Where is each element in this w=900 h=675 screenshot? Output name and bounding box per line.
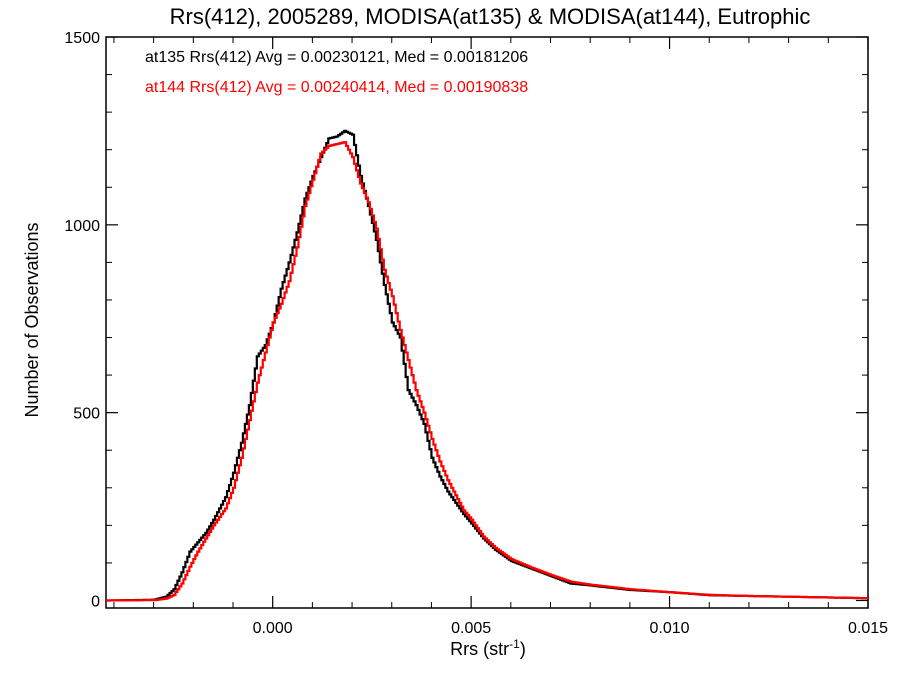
y-axis-ticks: 0 500 1000 1500 [64,30,868,610]
y-tick-label: 1000 [64,218,100,235]
y-tick-label: 500 [73,406,100,423]
series-line-at144 [106,141,870,602]
x-axis-label: Rrs (str-1) [450,637,526,659]
annotation-layer: at135 Rrs(412) Avg = 0.00230121, Med = 0… [145,49,528,96]
annotation-at144-stats: at144 Rrs(412) Avg = 0.00240414, Med = 0… [145,79,528,96]
x-tick-label: 0.015 [848,620,888,637]
y-axis-label: Number of Observations [22,222,42,417]
x-tick-label: 0.000 [253,620,293,637]
annotation-at135-stats: at135 Rrs(412) Avg = 0.00230121, Med = 0… [145,49,528,66]
y-tick-label: 1500 [64,30,100,47]
x-tick-label: 0.010 [650,620,690,637]
plot-border [105,36,869,609]
series-layer [106,129,870,602]
x-axis-ticks: 0.000 0.005 0.010 0.015 [113,37,888,637]
y-tick-label: 0 [91,593,100,610]
chart-title: Rrs(412), 2005289, MODISA(at135) & MODIS… [170,4,811,29]
x-tick-label: 0.005 [451,620,491,637]
plot-frame [105,36,869,609]
